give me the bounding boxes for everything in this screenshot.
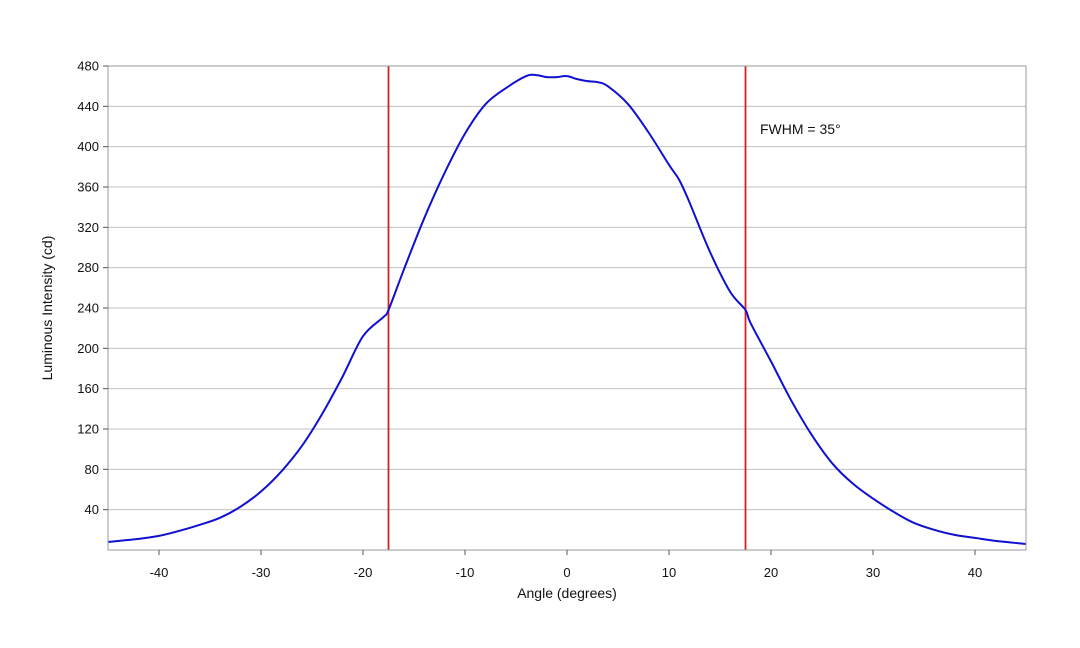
y-tick-label: 400 <box>77 139 99 154</box>
x-tick-label: -30 <box>252 565 271 580</box>
y-tick-label: 360 <box>77 180 99 195</box>
x-tick-label: 30 <box>866 565 880 580</box>
x-axis-ticks: -40 -30 -20 -10 0 10 20 30 40 <box>150 550 982 580</box>
x-axis-title: Angle (degrees) <box>517 585 617 601</box>
y-tick-label: 40 <box>85 502 99 517</box>
y-tick-label: 440 <box>77 99 99 114</box>
x-tick-label: 40 <box>968 565 982 580</box>
y-tick-label: 160 <box>77 381 99 396</box>
y-tick-label: 320 <box>77 220 99 235</box>
fwhm-annotation: FWHM = 35° <box>760 121 841 137</box>
y-axis-title: Luminous Intensity (cd) <box>39 236 55 381</box>
y-axis-ticks: 40 80 120 160 200 240 280 320 360 400 440 480 <box>77 59 108 517</box>
y-tick-label: 280 <box>77 260 99 275</box>
y-tick-label: 120 <box>77 422 99 437</box>
x-tick-label: -20 <box>354 565 373 580</box>
y-tick-label: 200 <box>77 341 99 356</box>
grid-lines <box>108 65 1026 511</box>
x-tick-label: -40 <box>150 565 169 580</box>
y-tick-label: 80 <box>85 462 99 477</box>
x-tick-label: 0 <box>563 565 570 580</box>
x-tick-label: -10 <box>456 565 475 580</box>
x-tick-label: 10 <box>662 565 676 580</box>
x-tick-label: 20 <box>764 565 778 580</box>
y-tick-label: 480 <box>77 59 99 74</box>
y-tick-label: 240 <box>77 301 99 316</box>
series-line <box>107 73 1027 545</box>
